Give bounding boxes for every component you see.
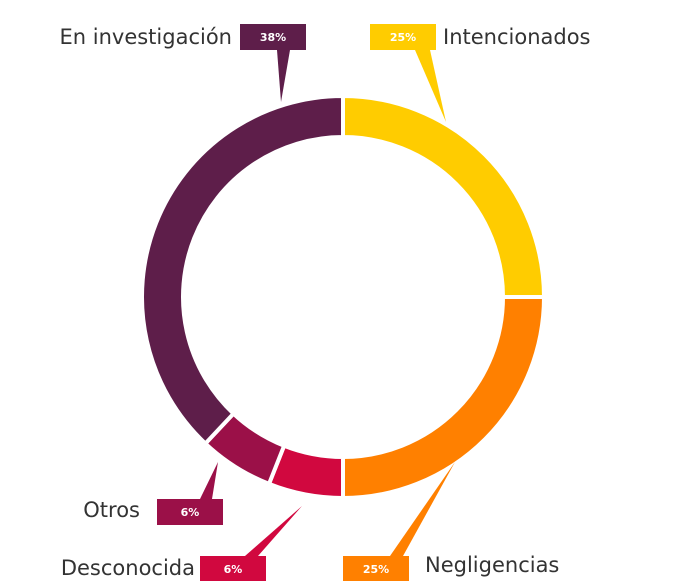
callout-pointer (245, 506, 302, 556)
callout-pointer (200, 462, 218, 499)
callout-pointer (277, 50, 290, 102)
donut-segment (140, 93, 345, 447)
value-label: 25% (390, 31, 416, 44)
callout-pointer (415, 50, 446, 122)
category-label: Negligencias (425, 553, 559, 577)
category-label: En investigación (60, 25, 233, 49)
donut-segment (341, 93, 547, 299)
callout-box (157, 499, 223, 525)
value-label: 25% (363, 563, 389, 576)
value-label: 6% (224, 563, 243, 576)
donut-segment (341, 295, 547, 501)
callout-box (240, 24, 306, 50)
category-label: Desconocida (61, 556, 195, 580)
callout-box (200, 556, 266, 581)
callout-box (370, 24, 436, 50)
value-label: 38% (260, 31, 286, 44)
callout-box (343, 556, 409, 581)
category-label: Otros (83, 498, 140, 522)
category-label: Intencionados (443, 25, 591, 49)
callout-pointer (390, 462, 455, 556)
value-label: 6% (181, 506, 200, 519)
